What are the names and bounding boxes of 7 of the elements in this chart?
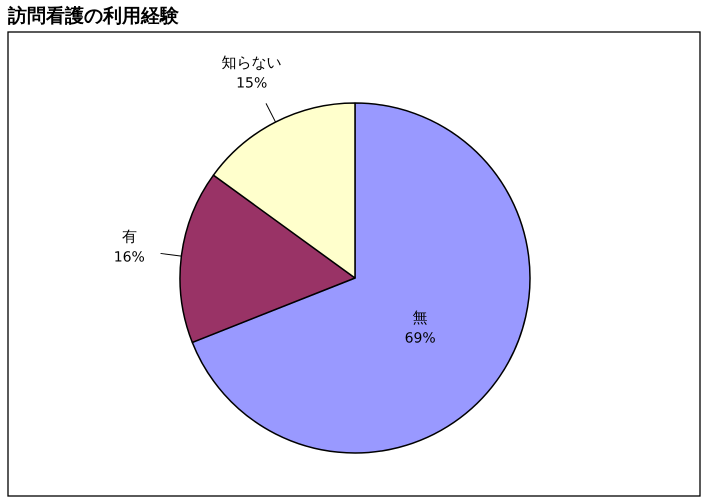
slice-label: 有 — [122, 227, 137, 246]
chart-title: 訪問看護の利用経験 — [7, 5, 180, 27]
data-label: 16% — [114, 249, 145, 266]
slice-label: 無 — [412, 308, 428, 326]
data-label: 69% — [404, 330, 436, 346]
slice-label: 知らない — [222, 53, 282, 72]
data-label: 15% — [236, 75, 268, 92]
